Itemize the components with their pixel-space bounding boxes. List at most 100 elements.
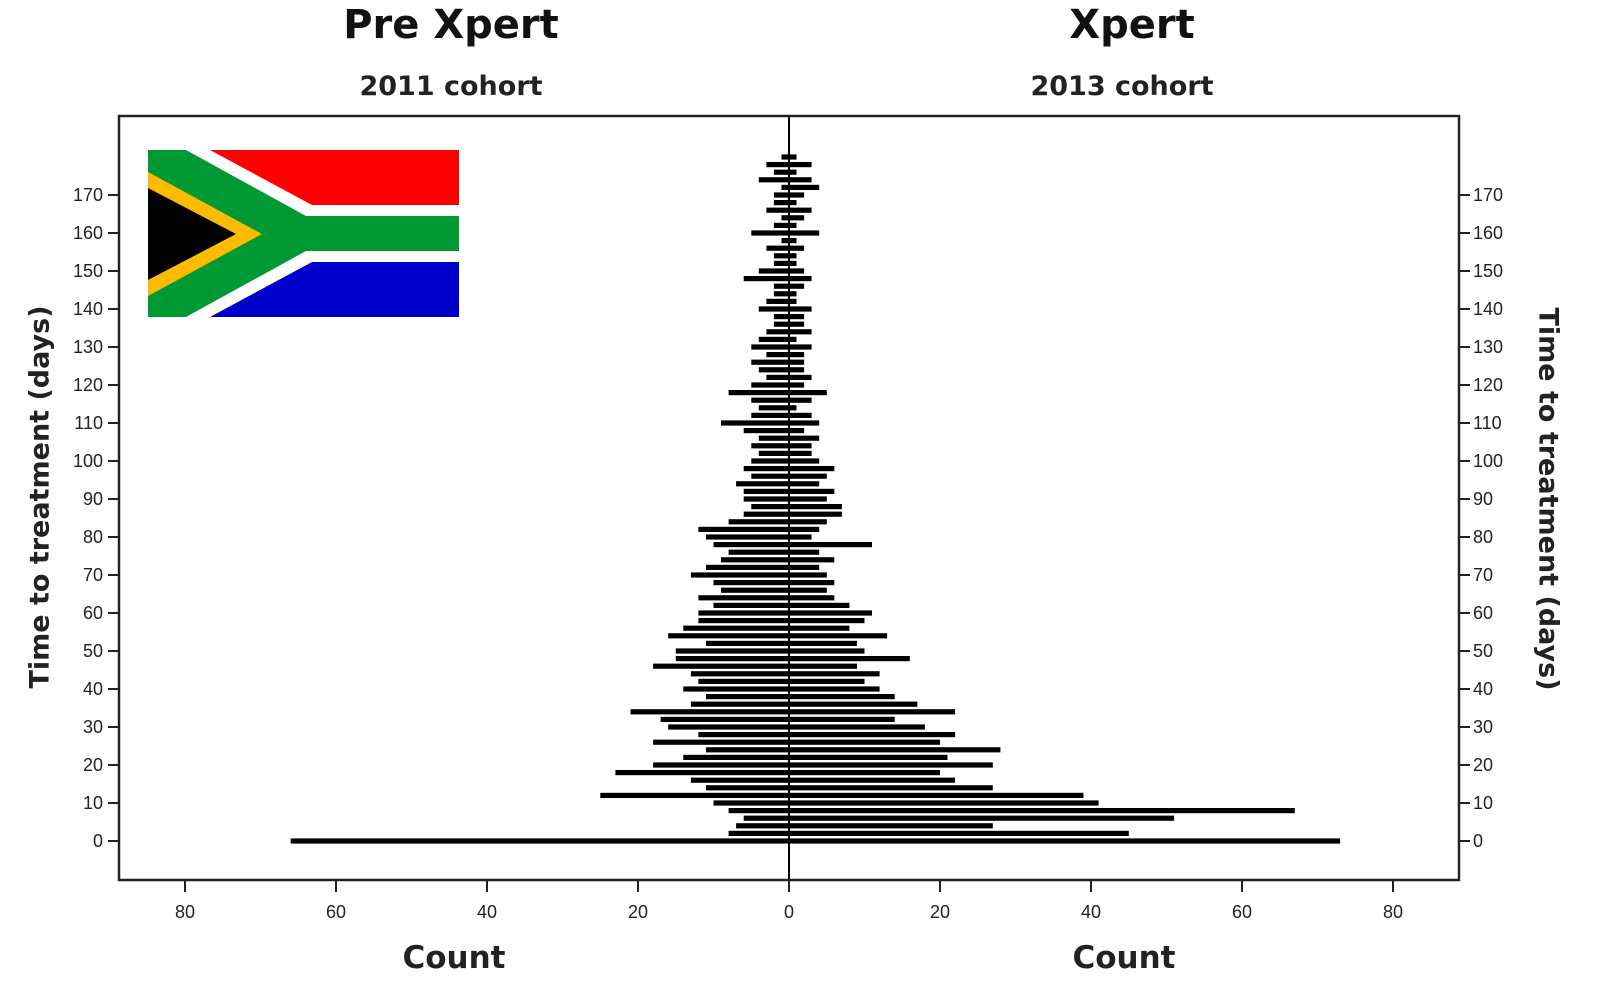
bar-2011-day-178: [766, 162, 789, 168]
ytick-label-right-20: 20: [1473, 755, 1493, 775]
bar-2013-day-58: [789, 618, 865, 624]
bar-2011-day-180: [781, 154, 789, 160]
bar-2011-day-62: [713, 602, 789, 608]
bar-2011-day-114: [758, 405, 789, 411]
bar-2013-day-164: [789, 215, 805, 221]
bar-2013-day-34: [789, 709, 956, 715]
bar-2013-day-128: [789, 352, 805, 358]
ytick-label-right-80: 80: [1473, 527, 1493, 547]
ytick-label-left-130: 130: [73, 337, 103, 357]
bar-2013-day-152: [789, 260, 797, 266]
bar-2013-day-108: [789, 428, 805, 434]
bar-2011-day-158: [781, 238, 789, 244]
bar-2011-day-4: [736, 823, 789, 829]
ytick-label-left-40: 40: [83, 679, 103, 699]
ytick-label-left-150: 150: [73, 261, 103, 281]
bar-2013-day-84: [789, 519, 827, 525]
ytick-label-left-10: 10: [83, 793, 103, 813]
bar-2011-day-36: [690, 701, 789, 707]
y-ticks-left: 0 10 20 30 40 50 60 70 80 90 100 110 120 130 140 150 160…: [73, 185, 119, 851]
bar-2011-day-112: [751, 412, 790, 418]
bar-2013-day-138: [789, 314, 805, 320]
x-axis-label-right: Count: [1072, 940, 1176, 976]
ytick-label-left-50: 50: [83, 641, 103, 661]
xtick-label-left-40: 40: [477, 902, 497, 922]
bar-2011-day-154: [773, 253, 789, 259]
bar-2011-day-32: [660, 716, 789, 722]
south-africa-flag: [148, 150, 459, 317]
bar-2013-day-178: [789, 162, 812, 168]
bar-2011-day-138: [773, 314, 789, 320]
bar-2011-day-76: [728, 549, 789, 555]
bar-2013-day-90: [789, 496, 827, 502]
bar-2013-day-76: [789, 549, 820, 555]
ytick-label-left-160: 160: [73, 223, 103, 243]
ytick-label-left-90: 90: [83, 489, 103, 509]
ytick-label-right-10: 10: [1473, 793, 1493, 813]
bar-2013-day-38: [789, 694, 895, 700]
bar-2013-day-146: [789, 283, 805, 289]
bar-2013-day-142: [789, 298, 797, 304]
bar-2011-day-70: [690, 572, 789, 578]
bar-2011-day-164: [781, 215, 789, 221]
ytick-label-left-60: 60: [83, 603, 103, 623]
ytick-label-right-70: 70: [1473, 565, 1493, 585]
bar-2013-day-74: [789, 557, 835, 563]
bar-2011-day-160: [751, 230, 790, 236]
bar-2013-day-4: [789, 823, 993, 829]
ytick-label-right-50: 50: [1473, 641, 1493, 661]
bar-2011-day-96: [751, 473, 790, 479]
bar-2013-day-78: [789, 542, 872, 548]
bar-2011-day-42: [698, 678, 789, 684]
bar-2013-day-102: [789, 450, 812, 456]
bar-2011-day-108: [743, 428, 789, 434]
bar-2011-day-116: [751, 397, 790, 403]
bar-2011-day-8: [728, 808, 789, 814]
bar-2011-day-10: [713, 800, 789, 806]
bar-2013-day-72: [789, 564, 820, 570]
ytick-label-left-140: 140: [73, 299, 103, 319]
bar-2011-day-126: [751, 359, 790, 365]
bar-2013-day-16: [789, 777, 956, 783]
bar-2011-day-46: [653, 663, 789, 669]
bar-2013-day-0: [789, 838, 1341, 844]
xtick-label-right-60: 60: [1232, 902, 1252, 922]
bar-2013-day-54: [789, 633, 888, 639]
bar-2011-day-50: [675, 648, 790, 654]
bar-2011-day-38: [706, 694, 789, 700]
xtick-label-right-80: 80: [1383, 902, 1403, 922]
bar-2011-day-60: [698, 610, 789, 616]
bar-2013-day-88: [789, 504, 842, 510]
ytick-label-right-110: 110: [1473, 413, 1502, 433]
bar-2011-day-22: [683, 754, 789, 760]
bars-group: [290, 154, 1341, 844]
bar-2013-day-156: [789, 245, 805, 251]
bar-2013-day-6: [789, 815, 1175, 821]
bar-2013-day-62: [789, 602, 850, 608]
bar-2011-day-40: [683, 686, 789, 692]
bar-2013-day-160: [789, 230, 820, 236]
bar-2011-day-166: [766, 207, 789, 213]
bar-2011-day-132: [758, 336, 789, 342]
bar-2013-day-94: [789, 481, 820, 487]
bar-2011-day-172: [781, 184, 789, 190]
ytick-label-right-120: 120: [1473, 375, 1503, 395]
bar-2011-day-64: [698, 595, 789, 601]
bar-2013-day-18: [789, 770, 940, 776]
bar-2011-day-24: [706, 747, 789, 753]
bar-2013-day-176: [789, 169, 797, 175]
bar-2013-day-136: [789, 321, 805, 327]
bar-2013-day-166: [789, 207, 812, 213]
bar-2013-day-124: [789, 367, 805, 373]
bar-2011-day-146: [773, 283, 789, 289]
bar-2013-day-24: [789, 747, 1001, 753]
bar-2011-day-128: [766, 352, 789, 358]
bar-2011-day-152: [773, 260, 789, 266]
bar-2011-day-134: [766, 329, 789, 335]
bar-2013-day-86: [789, 511, 842, 517]
bar-2011-day-28: [698, 732, 789, 738]
bar-2013-day-118: [789, 390, 827, 396]
bar-2013-day-122: [789, 374, 812, 380]
y-axis-label-left: Time to treatment (days): [24, 305, 56, 689]
